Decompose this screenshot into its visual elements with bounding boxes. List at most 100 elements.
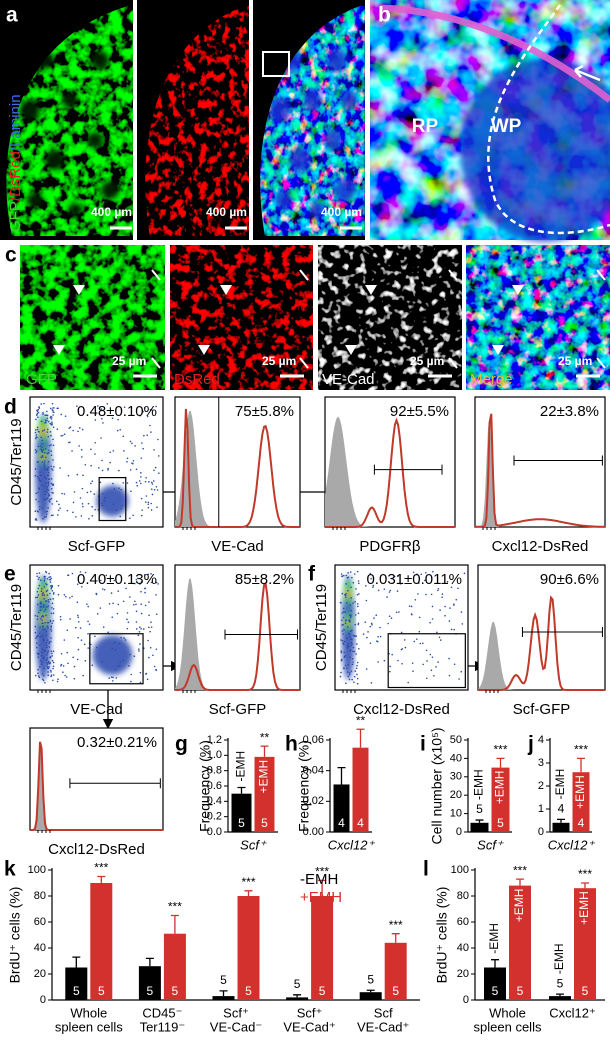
event-dot [139,671,142,674]
event-dot [138,650,140,652]
event-dot [376,640,379,643]
event-dot [47,598,50,601]
series-label: +EMH [257,760,271,794]
event-dot [76,658,79,661]
event-dot [453,663,456,666]
channel-label: VE-Cad [322,371,375,388]
error-bar [556,993,564,997]
event-dot [91,480,94,483]
flow-plot: 0.40±0.13% VE-Cad CD45/Ter119 [8,564,164,718]
event-dot [49,619,52,622]
event-dot [411,662,414,664]
event-dot [395,611,398,614]
event-dot [101,502,103,505]
event-dot [349,636,352,638]
n-label: 5 [492,984,499,998]
flow-plot: 92±5.5% PDGFRβ [324,396,456,555]
event-dot [119,661,121,663]
event-dot [344,654,347,657]
arrowheads [53,285,524,355]
event-dot [94,508,96,511]
event-dot [148,601,150,603]
event-dot [101,417,103,420]
event-dot [43,580,46,582]
event-dot [67,574,69,577]
event-dot [45,513,48,515]
event-dot [65,595,67,598]
event-dot [147,639,149,642]
series-label: -EMH [234,751,248,782]
event-dot [449,607,451,609]
event-dot [370,577,372,580]
event-dot [138,630,141,633]
event-dot [349,650,351,652]
y-tick-label: 0.0 [207,826,222,838]
event-dot [34,468,37,470]
y-tick-label: 80 [457,890,469,902]
event-dot [88,518,90,520]
event-dot [69,426,72,428]
event-dot [342,616,345,619]
event-dot [116,429,119,432]
event-dot [155,485,158,488]
event-dot [112,449,115,452]
event-dot [411,613,413,616]
significance: *** [493,743,507,757]
gate-bar [521,627,603,637]
event-dot [52,438,54,441]
event-dot [36,476,39,478]
event-dot [37,510,39,513]
event-dot [369,642,372,644]
event-dot [369,625,372,628]
event-dot [50,497,53,500]
n-label: 5 [98,984,105,998]
event-dot [52,612,55,615]
event-dot [46,639,49,641]
event-dot [463,572,466,575]
event-dot [47,460,50,463]
event-dot [430,669,433,672]
event-dot [34,510,37,513]
event-dot [435,666,437,668]
event-dot [46,659,48,661]
event-dot [156,506,158,509]
event-dot [396,590,399,592]
error-bar [219,990,228,997]
event-dot [415,638,418,640]
event-dot [365,668,368,670]
event-dot [397,575,399,577]
event-dot [133,655,136,658]
event-dot [436,631,438,634]
flow-plot: 0.031±0.011% Cxcl12-DsRed CD45/Ter119 [313,564,469,718]
event-dot [352,661,354,663]
event-dot [94,635,96,638]
event-dot [134,445,136,447]
event-dot [377,589,380,592]
event-dot [153,665,156,668]
event-dot [392,576,395,579]
event-dot [424,579,426,582]
event-dot [94,419,97,421]
event-dot [46,657,49,659]
event-dot [57,509,60,512]
event-dot [444,605,446,608]
event-dot [81,456,83,458]
image-vecad [318,245,462,390]
event-dot [49,662,52,664]
event-dot [44,681,46,684]
event-dot [44,460,46,462]
event-dot [37,611,40,614]
event-dot [420,573,423,576]
event-dot [152,654,154,657]
event-dot [340,651,343,654]
event-dot [73,491,76,493]
y-tick-label: 0.8 [207,765,222,777]
event-dot [82,474,84,477]
event-dot [119,429,122,431]
event-dot [119,665,121,667]
event-dot [46,665,49,668]
legend-entry: +EMH [300,889,342,906]
x-tick-label: Scf⁺ [297,1005,323,1020]
image-gfp [20,245,165,390]
x-axis-label: Scf-GFP [513,701,571,718]
